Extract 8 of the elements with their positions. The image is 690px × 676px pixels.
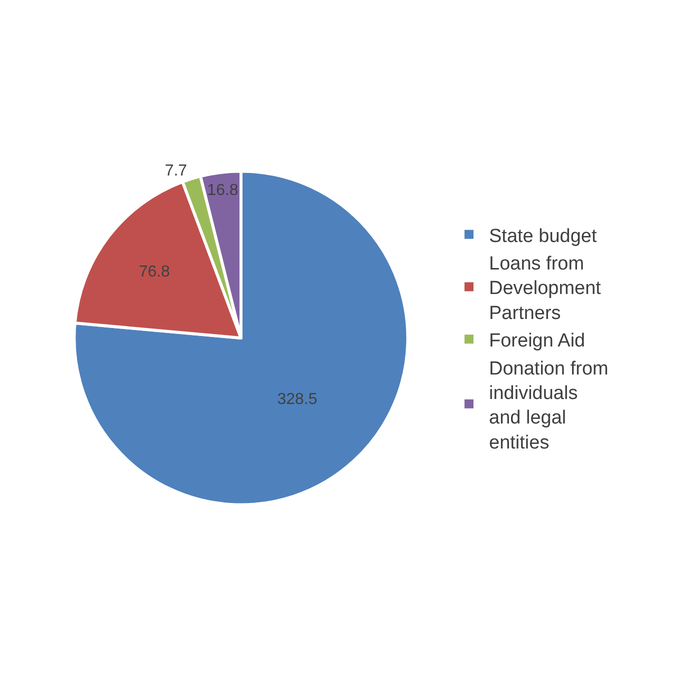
data-label: 7.7 [164,162,188,180]
legend-label: Foreign Aid [489,330,586,352]
legend-label: Donation from individuals and legal entities [489,358,608,454]
legend-label: Loans from Development Partners [489,253,602,324]
data-label: 328.5 [277,391,318,408]
legend-label: State budget [489,226,598,247]
data-label: 16.8 [207,182,238,200]
data-label: 76.8 [138,264,170,281]
